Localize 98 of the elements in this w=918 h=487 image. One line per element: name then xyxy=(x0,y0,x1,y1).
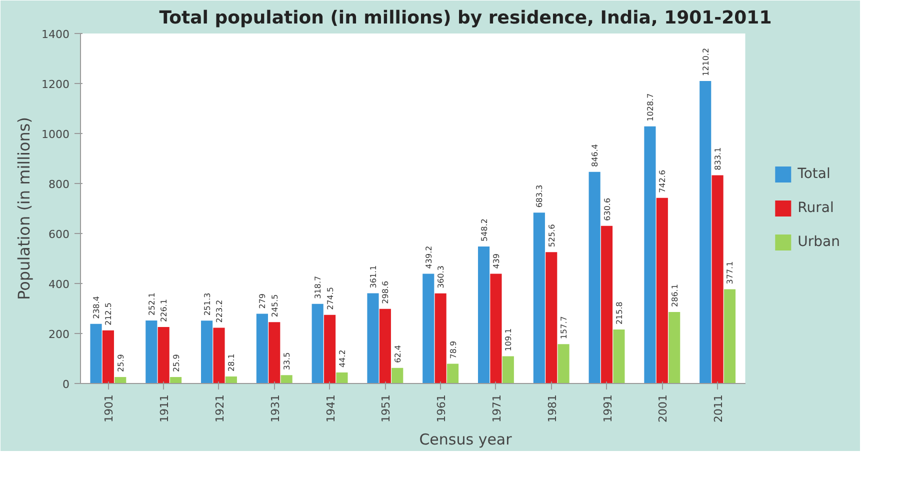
data-label: 157.7 xyxy=(560,316,569,340)
x-tick-label: 1971 xyxy=(490,394,504,422)
legend-label: Rural xyxy=(798,200,834,216)
data-label: 1210.2 xyxy=(701,48,710,76)
data-label: 251.3 xyxy=(202,292,212,316)
legend-label: Total xyxy=(798,166,830,182)
bar xyxy=(225,376,237,384)
bar xyxy=(213,328,225,384)
chart-title: Total population (in millions) by residence, India, 1901-2011 xyxy=(159,8,772,28)
y-tick-label: 1400 xyxy=(42,28,70,41)
bar xyxy=(712,175,724,384)
x-axis-title: Census year xyxy=(419,430,513,448)
data-label: 525.6 xyxy=(547,224,556,248)
bar xyxy=(656,198,668,384)
data-label: 78.9 xyxy=(448,340,458,359)
bar xyxy=(256,314,268,384)
bar xyxy=(280,375,292,384)
data-label: 212.5 xyxy=(104,302,114,326)
data-label: 252.1 xyxy=(147,292,156,316)
data-label: 742.6 xyxy=(658,170,668,193)
bar xyxy=(700,80,712,384)
bar xyxy=(490,274,502,384)
bar xyxy=(546,252,558,384)
bar xyxy=(158,326,170,384)
data-label: 361.1 xyxy=(368,265,378,288)
legend-label: Urban xyxy=(798,234,840,250)
bar xyxy=(644,126,656,384)
data-label: 25.9 xyxy=(116,354,126,372)
bar xyxy=(533,212,545,384)
x-tick-label: 1921 xyxy=(213,394,226,422)
data-label: 439 xyxy=(492,253,501,269)
y-tick-label: 0 xyxy=(62,378,70,391)
data-label: 318.7 xyxy=(314,276,323,299)
bar xyxy=(422,274,434,384)
bar xyxy=(434,293,446,384)
x-tick-label: 2001 xyxy=(656,394,670,422)
y-tick-label: 200 xyxy=(48,328,70,341)
data-label: 109.1 xyxy=(504,328,514,352)
x-tick-label: 2011 xyxy=(712,394,726,422)
y-tick-label: 400 xyxy=(48,278,70,291)
data-label: 62.4 xyxy=(393,345,402,363)
bar xyxy=(392,368,404,384)
y-tick-label: 1000 xyxy=(42,128,70,141)
x-tick-label: 1961 xyxy=(435,394,448,422)
data-label: 833.1 xyxy=(714,147,723,170)
data-label: 226.1 xyxy=(160,299,169,322)
bar xyxy=(312,304,324,384)
y-tick-label: 1200 xyxy=(42,78,70,91)
data-label: 846.4 xyxy=(590,144,600,167)
x-tick-label: 1951 xyxy=(380,394,393,422)
x-tick-label: 1981 xyxy=(546,394,559,422)
x-tick-label: 1901 xyxy=(102,394,116,422)
bar xyxy=(90,324,102,384)
data-label: 630.6 xyxy=(602,198,612,221)
y-axis-title: Population (in millions) xyxy=(14,117,34,300)
bar xyxy=(201,320,213,384)
data-label: 44.2 xyxy=(338,350,347,368)
bar xyxy=(600,226,613,384)
data-label: 360.3 xyxy=(436,266,446,288)
x-tick-label: 1941 xyxy=(324,394,338,422)
data-label: 25.9 xyxy=(172,354,181,372)
data-label: 548.2 xyxy=(480,218,489,242)
bar xyxy=(268,322,280,384)
y-tick-label: 600 xyxy=(48,228,70,241)
data-label: 238.4 xyxy=(92,296,102,319)
bar xyxy=(558,344,570,384)
bar xyxy=(336,372,348,384)
data-label: 279 xyxy=(258,293,268,309)
bar xyxy=(170,377,182,384)
y-tick-label: 800 xyxy=(48,178,70,191)
data-label: 286.1 xyxy=(670,284,680,307)
bar xyxy=(114,377,126,384)
data-label: 1028.7 xyxy=(646,93,655,122)
data-label: 33.5 xyxy=(282,352,292,370)
data-label: 274.5 xyxy=(326,286,335,310)
bar xyxy=(724,289,736,384)
bar xyxy=(367,293,379,384)
bar xyxy=(502,356,514,384)
data-label: 215.8 xyxy=(614,302,624,325)
data-label: 223.2 xyxy=(214,300,224,323)
bar xyxy=(588,172,600,384)
x-tick-label: 1931 xyxy=(268,394,282,422)
data-label: 683.3 xyxy=(535,184,544,208)
bar xyxy=(446,364,459,384)
bar xyxy=(613,330,625,384)
data-label: 298.6 xyxy=(381,280,390,304)
bar xyxy=(478,246,490,384)
data-label: 439.2 xyxy=(424,246,434,269)
bar xyxy=(146,320,158,384)
x-tick-label: 1911 xyxy=(158,394,172,422)
x-tick-label: 1991 xyxy=(601,394,614,422)
bar xyxy=(379,308,391,384)
bar xyxy=(324,314,336,384)
bar xyxy=(668,312,680,384)
data-label: 28.1 xyxy=(227,354,236,372)
bar xyxy=(102,330,114,384)
data-label: 245.5 xyxy=(270,294,280,318)
data-label: 377.1 xyxy=(726,261,735,284)
